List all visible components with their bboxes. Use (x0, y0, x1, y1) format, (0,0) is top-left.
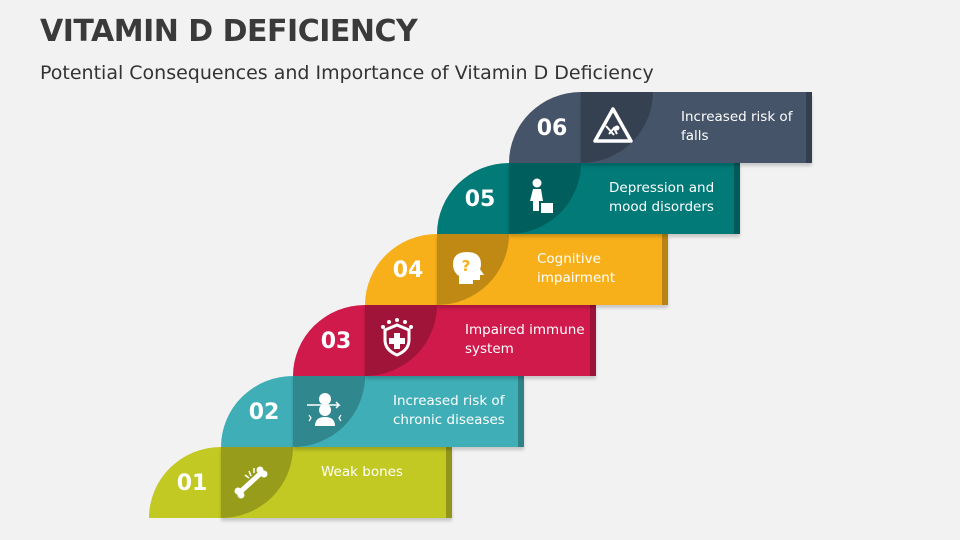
step-05: 05 Depression and mood disorders (437, 163, 740, 234)
immune-shield-icon (381, 318, 413, 357)
step-edge (590, 305, 596, 376)
svg-text:?: ? (462, 257, 471, 275)
step-label: Weak bones (321, 464, 403, 480)
step-02: 02 Increased risk of chronic diseases (221, 376, 524, 447)
step-bar: Depression and mood disorders (509, 163, 740, 234)
step-edge (518, 376, 524, 447)
step-04: 04 ? Cognitive impairment (365, 234, 668, 305)
step-number-tab: 01 (149, 447, 221, 518)
aging-person-icon (307, 393, 342, 426)
step-number-tab: 04 (365, 234, 437, 305)
step-label: Increased risk of falls (681, 109, 793, 144)
step-number: 06 (536, 116, 568, 141)
step-label: Increased risk of chronic diseases (393, 393, 505, 428)
step-bar: Impaired immune system (365, 305, 596, 376)
broken-bone-icon (234, 466, 268, 499)
step-number: 02 (248, 400, 280, 425)
page-title: VITAMIN D DEFICIENCY (40, 14, 418, 49)
depressed-person-icon (530, 178, 553, 213)
step-03: 03 Impaired immune system (293, 305, 596, 376)
step-label: Cognitive impairment (537, 251, 616, 286)
step-label: Depression and mood disorders (609, 180, 715, 215)
step-number-tab: 06 (509, 92, 581, 163)
step-bar: ? Cognitive impairment (437, 234, 668, 305)
step-edge (446, 447, 452, 518)
fall-warning-icon (593, 107, 633, 143)
step-edge (662, 234, 668, 305)
step-number: 05 (464, 187, 496, 212)
page-subtitle: Potential Consequences and Importance of… (40, 62, 654, 84)
step-number: 04 (392, 258, 424, 283)
step-number-tab: 03 (293, 305, 365, 376)
head-question-icon: ? (453, 252, 484, 284)
step-bar: Increased risk of chronic diseases (293, 376, 524, 447)
step-number-tab: 02 (221, 376, 293, 447)
step-number: 01 (176, 471, 208, 496)
step-edge (734, 163, 740, 234)
step-number: 03 (320, 329, 352, 354)
step-bar: Increased risk of falls (581, 92, 812, 163)
step-label: Impaired immune system (465, 322, 585, 357)
step-edge (806, 92, 812, 163)
step-number-tab: 05 (437, 163, 509, 234)
step-06: 06 Increased risk of falls (509, 92, 812, 163)
step-bar: Weak bones (221, 447, 452, 518)
step-01: 01 Weak bones (149, 447, 452, 518)
